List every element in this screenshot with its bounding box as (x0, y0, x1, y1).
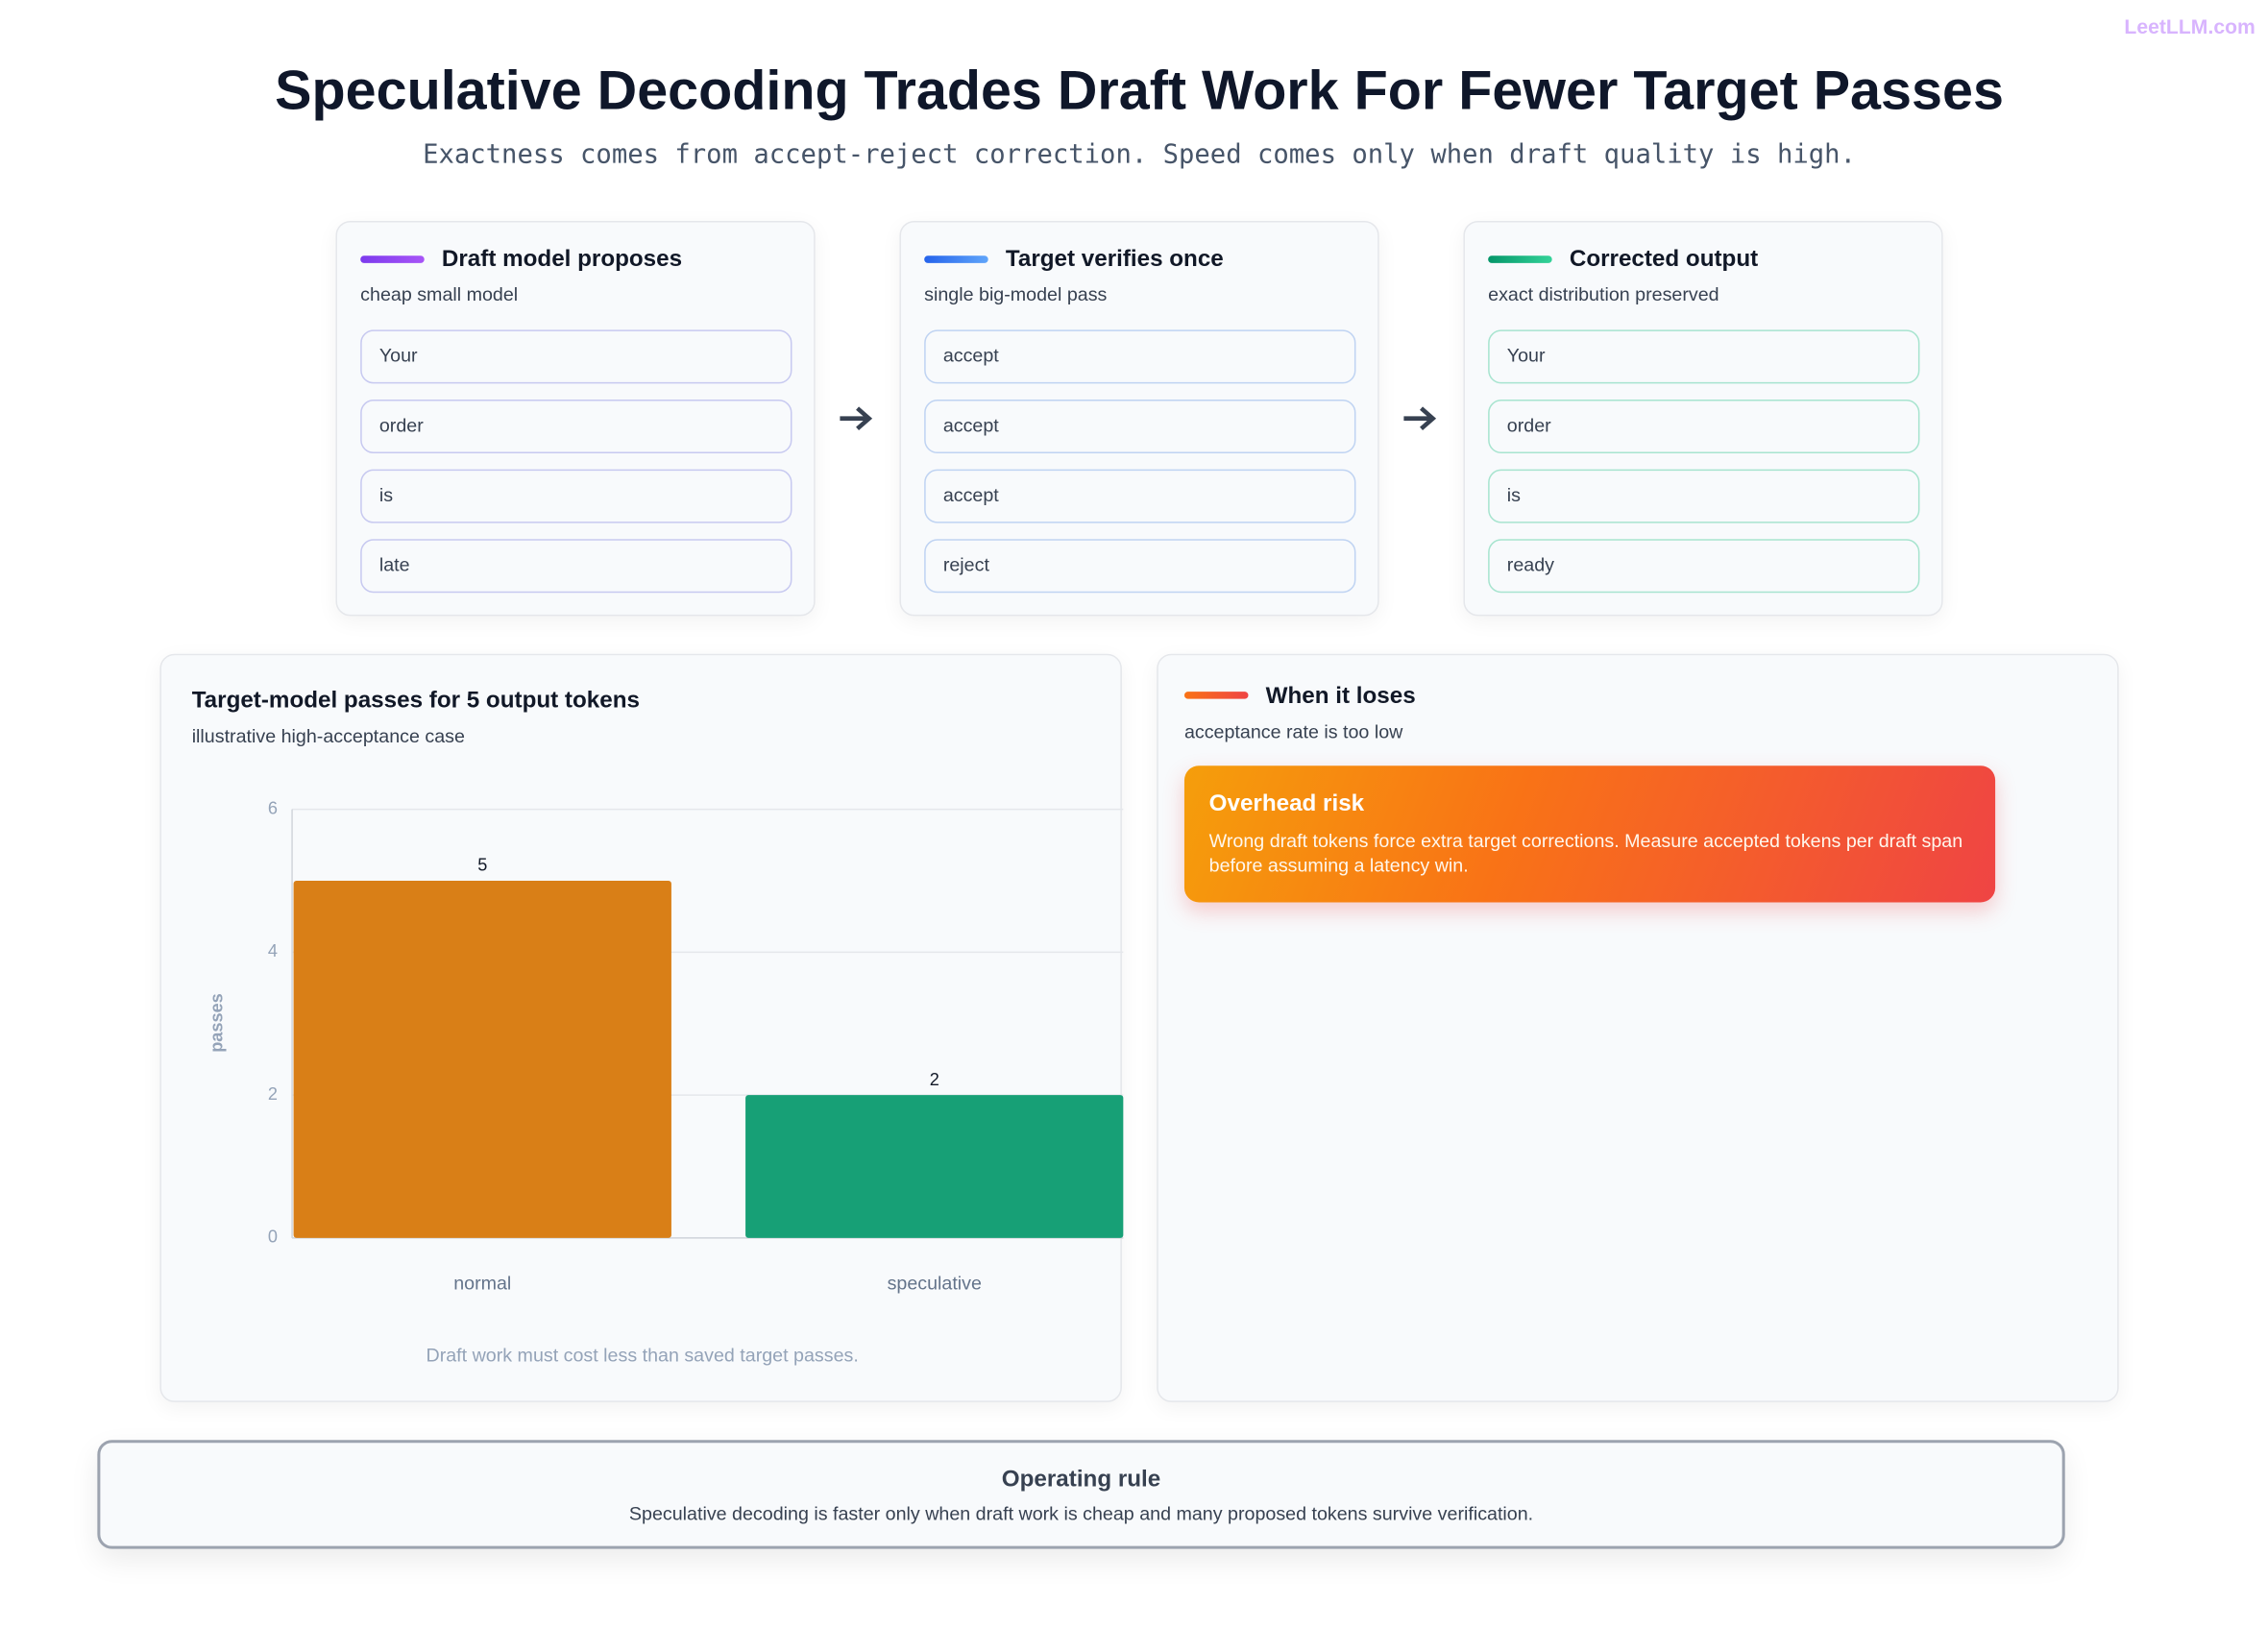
token: ready (1488, 539, 1920, 594)
stage-card: Corrected output exact distribution prese… (1463, 220, 1943, 617)
risk-title: When it loses (1265, 684, 1416, 710)
token: is (1488, 469, 1920, 523)
stage-title: Target verifies once (1005, 247, 1224, 272)
token: Your (360, 329, 792, 384)
chart-panel: Target-model passes for 5 output tokens … (159, 653, 1124, 1402)
stage-title: Draft model proposes (441, 247, 683, 272)
title: Speculative Decoding Trades Draft Work F… (275, 61, 2004, 123)
y-tick-label: 2 (268, 1084, 278, 1104)
y-axis-label: passes (207, 993, 227, 1053)
stage-subtitle: cheap small model (360, 282, 519, 305)
stage-card: Target verifies once single big-model pas… (899, 220, 1379, 617)
stage-card: Draft model proposes cheap small model You… (335, 220, 816, 617)
accent-bar (924, 255, 988, 263)
token: order (360, 400, 792, 453)
chart-note: Draft work must cost less than saved tar… (426, 1344, 859, 1367)
x-tick-label: speculative (888, 1274, 982, 1295)
brand: LeetLLM.com (2124, 14, 2255, 38)
token: accept (924, 400, 1356, 453)
token: is (360, 469, 792, 523)
y-tick-label: 4 (268, 941, 278, 960)
arrow (840, 406, 873, 430)
stage-title: Corrected output (1569, 247, 1759, 272)
token: reject (924, 539, 1356, 594)
token: accept (924, 329, 1356, 384)
value-label: 5 (477, 856, 487, 875)
value-label: 2 (930, 1070, 939, 1089)
callout-title: Overhead risk (1208, 791, 1365, 817)
arrow (1403, 406, 1437, 430)
y-tick-label: 6 (268, 798, 278, 817)
token: late (360, 539, 792, 594)
stage-subtitle: single big-model pass (924, 282, 1108, 305)
risk-panel: When it loses acceptance rate is too low… (1157, 653, 2119, 1402)
stage-subtitle: exact distribution preserved (1488, 282, 1719, 305)
footer: Operating rule Speculative decoding is f… (97, 1440, 2065, 1549)
bar (745, 1095, 1124, 1238)
subtitle: Exactness comes from accept-reject corre… (423, 139, 1856, 170)
chart: 0 2 4 6 passes 5 normal 2 speculative (207, 798, 1124, 1295)
accent-bar (360, 255, 425, 263)
risk-subtitle: acceptance rate is too low (1183, 720, 1403, 743)
callout: Overhead risk Wrong draft tokens force e… (1183, 765, 1996, 903)
footer-text: Speculative decoding is faster only when… (628, 1502, 1534, 1524)
callout-text: Wrong draft tokens force extra target co… (1208, 829, 1963, 877)
x-tick-label: normal (453, 1274, 511, 1295)
chart-title: Target-model passes for 5 output tokens (191, 689, 640, 714)
token: accept (924, 469, 1356, 523)
accent-bar (1183, 692, 1249, 699)
y-tick-label: 0 (268, 1227, 278, 1247)
token: order (1488, 400, 1920, 453)
chart-subtitle: illustrative high-acceptance case (191, 724, 465, 747)
bar (293, 881, 671, 1238)
footer-title: Operating rule (1001, 1467, 1161, 1493)
token: Your (1488, 329, 1920, 384)
accent-bar (1488, 255, 1552, 263)
